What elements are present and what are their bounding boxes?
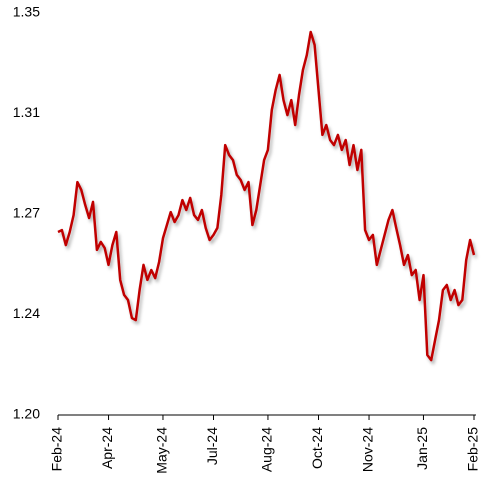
y-tick-label: 1.35 <box>13 4 40 20</box>
x-tick-label: Apr-24 <box>99 427 115 469</box>
x-tick-label: May-24 <box>154 427 170 474</box>
y-tick-label: 1.27 <box>13 205 40 221</box>
x-tick-label: Feb-24 <box>49 427 65 472</box>
x-tick-label: Oct-24 <box>309 427 325 469</box>
x-tick-label: Jul-24 <box>204 427 220 465</box>
x-tick-label: Jan-25 <box>414 427 430 470</box>
y-tick-label: 1.24 <box>13 305 40 321</box>
x-tick-label: Aug-24 <box>259 427 275 472</box>
x-tick-label: Feb-25 <box>465 427 481 472</box>
x-tick-label: Nov-24 <box>360 427 376 472</box>
y-tick-label: 1.31 <box>13 104 40 120</box>
line-series <box>57 30 476 362</box>
y-tick-label: 1.20 <box>13 406 40 422</box>
